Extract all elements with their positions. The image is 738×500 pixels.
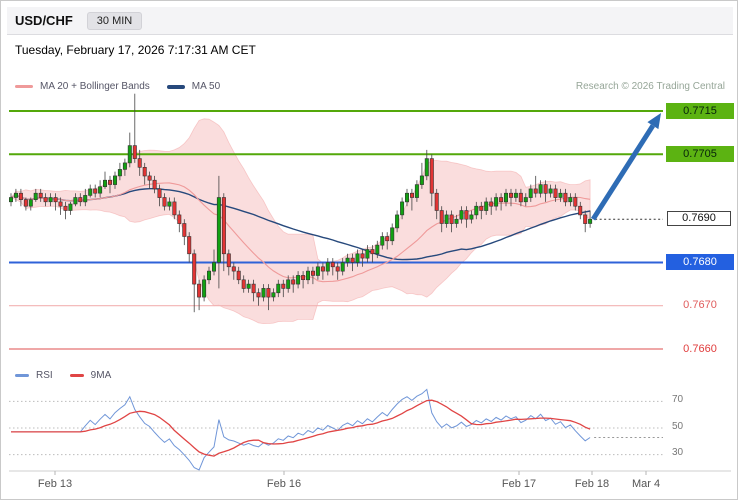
ma20-bollinger-label: MA 20 + Bollinger Bands xyxy=(40,81,150,92)
ma50-label: MA 50 xyxy=(191,81,221,92)
level-badge-0-7715: 0.7715 xyxy=(666,103,734,119)
rsi-ma-label: 9MA xyxy=(90,370,112,381)
level-badge-0-7680: 0.7680 xyxy=(666,254,734,270)
rsi-label: RSI xyxy=(36,370,53,381)
ma20-bollinger-swatch-icon xyxy=(15,85,33,88)
x-axis-label-feb16: Feb 16 xyxy=(266,478,302,490)
x-axis xyxy=(9,470,731,475)
rsi-swatch-icon xyxy=(15,374,29,377)
rsi-ma-swatch-icon xyxy=(69,374,84,377)
level-label-0-7660: 0.7660 xyxy=(683,343,717,355)
x-axis-label-feb13: Feb 13 xyxy=(37,478,73,490)
attribution-text: Research © 2026 Trading Central xyxy=(575,81,725,92)
candlesticks xyxy=(9,93,593,313)
x-axis-label-feb18: Feb 18 xyxy=(574,478,610,490)
x-axis-label-feb17: Feb 17 xyxy=(501,478,537,490)
interval-badge: 30 MIN xyxy=(86,11,143,30)
symbol-title: USD/CHF xyxy=(15,13,73,28)
x-axis-label-mar4: Mar 4 xyxy=(631,478,661,490)
rsi-axis-tick-50: 50 xyxy=(672,421,684,432)
rsi-legend: RSI 9MA xyxy=(15,370,111,381)
rsi-axis-tick-30: 30 xyxy=(672,447,684,458)
moving-averages xyxy=(10,182,591,283)
horizontal-levels xyxy=(9,110,663,350)
header-bar: USD/CHF 30 MIN xyxy=(7,7,733,35)
projection-arrow xyxy=(590,113,661,221)
rsi-panel xyxy=(9,388,663,471)
rsi-axis-tick-70: 70 xyxy=(672,394,684,405)
level-badge-0-7705: 0.7705 xyxy=(666,146,734,162)
bollinger-band xyxy=(10,118,591,325)
level-label-0-7670: 0.7670 xyxy=(683,299,717,311)
last-price-badge-0-7690: 0.7690 xyxy=(667,211,731,226)
overlay-legend: MA 20 + Bollinger Bands MA 50 xyxy=(15,81,220,92)
ma50-swatch-icon xyxy=(166,84,185,89)
chart-datetime: Tuesday, February 17, 2026 7:17:31 AM CE… xyxy=(15,43,256,57)
